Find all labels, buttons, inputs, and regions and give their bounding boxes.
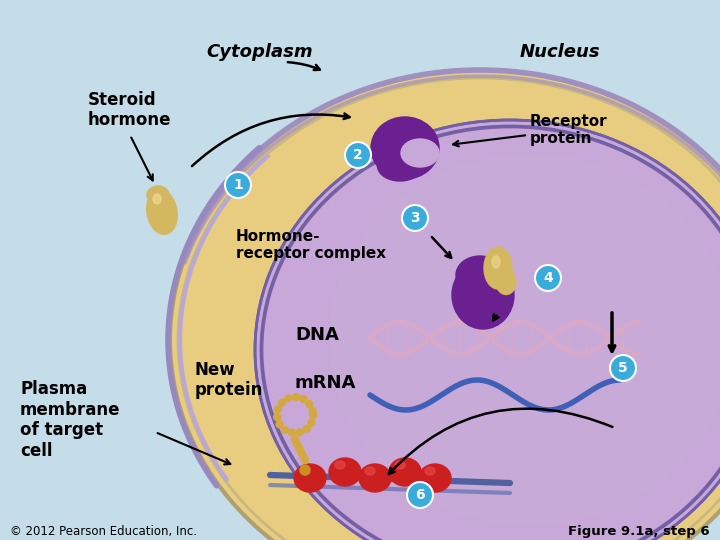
Circle shape xyxy=(300,465,310,475)
Circle shape xyxy=(345,142,371,168)
Circle shape xyxy=(292,436,299,443)
Circle shape xyxy=(309,408,316,415)
Circle shape xyxy=(289,429,296,436)
Circle shape xyxy=(274,406,282,413)
Ellipse shape xyxy=(419,464,451,492)
Circle shape xyxy=(310,411,317,418)
Ellipse shape xyxy=(395,461,405,469)
Circle shape xyxy=(535,265,561,291)
Text: Steroid
hormone: Steroid hormone xyxy=(88,91,171,130)
Text: 3: 3 xyxy=(410,211,420,225)
Text: © 2012 Pearson Education, Inc.: © 2012 Pearson Education, Inc. xyxy=(10,525,197,538)
Circle shape xyxy=(308,419,315,426)
Circle shape xyxy=(295,444,302,451)
Text: Nucleus: Nucleus xyxy=(520,43,600,61)
Circle shape xyxy=(306,401,312,408)
Ellipse shape xyxy=(452,261,514,329)
Circle shape xyxy=(292,394,300,401)
Text: 2: 2 xyxy=(353,148,363,162)
Ellipse shape xyxy=(456,256,504,294)
Text: 5: 5 xyxy=(618,361,628,375)
Ellipse shape xyxy=(147,190,177,234)
Ellipse shape xyxy=(335,461,345,469)
Text: 6: 6 xyxy=(415,488,425,502)
Text: 4: 4 xyxy=(543,271,553,285)
Ellipse shape xyxy=(496,269,516,294)
Ellipse shape xyxy=(170,70,720,540)
Ellipse shape xyxy=(389,458,421,486)
Ellipse shape xyxy=(330,155,720,525)
Ellipse shape xyxy=(365,467,375,475)
Text: Figure 9.1a, step 6: Figure 9.1a, step 6 xyxy=(568,525,710,538)
Ellipse shape xyxy=(492,256,500,268)
Ellipse shape xyxy=(371,117,439,179)
Circle shape xyxy=(300,396,307,403)
Circle shape xyxy=(297,449,305,456)
Ellipse shape xyxy=(153,194,161,204)
Circle shape xyxy=(303,425,310,432)
Ellipse shape xyxy=(401,139,439,167)
Circle shape xyxy=(282,427,289,434)
Circle shape xyxy=(302,456,308,463)
Ellipse shape xyxy=(300,467,310,475)
Circle shape xyxy=(610,355,636,381)
Circle shape xyxy=(294,441,300,448)
Circle shape xyxy=(297,429,303,436)
Circle shape xyxy=(285,395,292,402)
Circle shape xyxy=(407,482,433,508)
Circle shape xyxy=(402,205,428,231)
Ellipse shape xyxy=(359,464,391,492)
Circle shape xyxy=(274,414,281,421)
Ellipse shape xyxy=(294,464,326,492)
Ellipse shape xyxy=(329,458,361,486)
Ellipse shape xyxy=(425,467,435,475)
Ellipse shape xyxy=(377,151,423,181)
Ellipse shape xyxy=(255,120,720,540)
Circle shape xyxy=(276,421,283,428)
Circle shape xyxy=(225,172,251,198)
Text: Cytoplasm: Cytoplasm xyxy=(207,43,313,61)
Ellipse shape xyxy=(147,186,169,204)
Text: Receptor
protein: Receptor protein xyxy=(530,114,608,146)
Circle shape xyxy=(300,453,307,460)
Ellipse shape xyxy=(484,247,512,289)
Text: Hormone-
receptor complex: Hormone- receptor complex xyxy=(236,229,386,261)
Text: DNA: DNA xyxy=(295,326,339,344)
Text: New
protein: New protein xyxy=(195,361,264,400)
Text: Plasma
membrane
of target
cell: Plasma membrane of target cell xyxy=(20,380,120,460)
Text: mRNA: mRNA xyxy=(295,374,356,392)
Text: 1: 1 xyxy=(233,178,243,192)
Circle shape xyxy=(279,399,285,406)
